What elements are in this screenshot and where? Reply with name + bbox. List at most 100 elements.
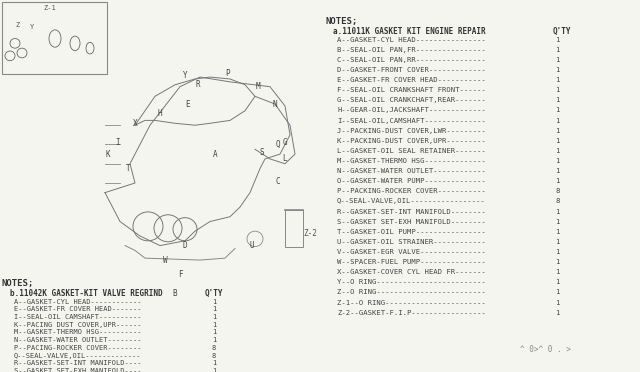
Text: R: R xyxy=(196,80,200,89)
Text: NOTES;: NOTES; xyxy=(2,279,35,288)
Text: 1: 1 xyxy=(555,118,559,124)
Text: A--GASKET-CYL HEAD----------------: A--GASKET-CYL HEAD---------------- xyxy=(337,36,486,43)
Text: Q--SEAL-VALVE,OIL-----------------: Q--SEAL-VALVE,OIL----------------- xyxy=(337,198,486,204)
Text: Z-2--GASKET-F.I.P-----------------: Z-2--GASKET-F.I.P----------------- xyxy=(337,310,486,316)
Text: E: E xyxy=(186,100,190,109)
Text: NOTES;: NOTES; xyxy=(325,17,357,26)
Text: O--GASKET-WATER PUMP--------------: O--GASKET-WATER PUMP-------------- xyxy=(337,178,486,184)
Text: 1: 1 xyxy=(555,77,559,83)
Text: M--GASKET-THERMO HSG--------------: M--GASKET-THERMO HSG-------------- xyxy=(337,158,486,164)
Text: V--GASKET-EGR VALVE---------------: V--GASKET-EGR VALVE--------------- xyxy=(337,249,486,255)
Text: I--SEAL-OIL,CAMSHAFT--------------: I--SEAL-OIL,CAMSHAFT-------------- xyxy=(337,118,486,124)
Text: Z--O RING-------------------------: Z--O RING------------------------- xyxy=(337,289,486,295)
Text: Z-2: Z-2 xyxy=(303,229,317,238)
Text: Q'TY: Q'TY xyxy=(553,27,572,36)
Text: D: D xyxy=(182,241,188,250)
Text: 1: 1 xyxy=(212,360,216,366)
Text: F: F xyxy=(178,270,182,279)
Text: C: C xyxy=(276,177,280,186)
Text: Z-1--O RING-----------------------: Z-1--O RING----------------------- xyxy=(337,299,486,305)
Bar xyxy=(2,2,107,74)
Text: 1: 1 xyxy=(555,67,559,73)
Text: B: B xyxy=(173,289,177,298)
Text: N--GASKET-WATER OUTLET--------: N--GASKET-WATER OUTLET-------- xyxy=(14,337,141,343)
Text: 1: 1 xyxy=(555,57,559,63)
Text: 1: 1 xyxy=(555,249,559,255)
Text: R--GASKET-SET-INT MANIFOLD--------: R--GASKET-SET-INT MANIFOLD-------- xyxy=(337,209,486,215)
Text: L--GASKET-OIL SEAL RETAINER-------: L--GASKET-OIL SEAL RETAINER------- xyxy=(337,148,486,154)
Text: Y: Y xyxy=(30,24,35,30)
Text: R--GASKET-SET-INT MANIFOLD----: R--GASKET-SET-INT MANIFOLD---- xyxy=(14,360,141,366)
Text: 1: 1 xyxy=(555,229,559,235)
Text: Z-1: Z-1 xyxy=(44,4,56,11)
Text: 1: 1 xyxy=(212,322,216,328)
Text: X--GASKET-COVER CYL HEAD FR-------: X--GASKET-COVER CYL HEAD FR------- xyxy=(337,269,486,275)
Text: a.11011K GASKET KIT ENGINE REPAIR: a.11011K GASKET KIT ENGINE REPAIR xyxy=(333,27,486,36)
Text: W--SPACER-FUEL PUMP---------------: W--SPACER-FUEL PUMP--------------- xyxy=(337,259,486,265)
Text: I--SEAL-OIL CAMSHAFT----------: I--SEAL-OIL CAMSHAFT---------- xyxy=(14,314,141,320)
Text: Q'TY: Q'TY xyxy=(205,289,223,298)
Text: 1: 1 xyxy=(555,259,559,265)
Text: Y: Y xyxy=(182,71,188,80)
Text: Q--SEAL-VALVE,OIL-------------: Q--SEAL-VALVE,OIL------------- xyxy=(14,353,141,359)
Text: 1: 1 xyxy=(555,219,559,225)
Text: K--PACING DUST COVER,UPR------: K--PACING DUST COVER,UPR------ xyxy=(14,322,141,328)
Text: 1: 1 xyxy=(555,209,559,215)
Text: U: U xyxy=(250,241,254,250)
Text: 1: 1 xyxy=(555,108,559,113)
Text: N: N xyxy=(273,100,277,109)
Text: 1: 1 xyxy=(555,36,559,43)
Text: U--GASKET-OIL STRAINER------------: U--GASKET-OIL STRAINER------------ xyxy=(337,239,486,245)
Text: K: K xyxy=(106,150,110,158)
Text: G: G xyxy=(283,138,287,147)
Text: b.11042K GASKET-KIT VALVE REGRIND: b.11042K GASKET-KIT VALVE REGRIND xyxy=(10,289,163,298)
Text: E--GASKET-FR COVER HEAD-------: E--GASKET-FR COVER HEAD------- xyxy=(14,306,141,312)
Text: W: W xyxy=(163,256,167,264)
Text: ^ 0>^ 0 . >: ^ 0>^ 0 . > xyxy=(520,345,571,354)
Text: P--PACING-ROCKER COVER--------: P--PACING-ROCKER COVER-------- xyxy=(14,345,141,351)
Text: C--SEAL-OIL PAN,RR----------------: C--SEAL-OIL PAN,RR---------------- xyxy=(337,57,486,63)
Text: H--GEAR-OIL,JACKSHAFT-------------: H--GEAR-OIL,JACKSHAFT------------- xyxy=(337,108,486,113)
Text: 1: 1 xyxy=(555,148,559,154)
Text: H: H xyxy=(157,109,163,118)
Text: G--SEAL-OIL CRANKCHAFT,REAR-------: G--SEAL-OIL CRANKCHAFT,REAR------- xyxy=(337,97,486,103)
Text: S--GASKET SET-EXH MANIFOLD--------: S--GASKET SET-EXH MANIFOLD-------- xyxy=(337,219,486,225)
Text: 8: 8 xyxy=(555,188,559,194)
Text: 1: 1 xyxy=(212,337,216,343)
Text: S: S xyxy=(260,148,264,157)
Text: I: I xyxy=(116,138,120,147)
Text: N--GASKET-WATER OUTLET------------: N--GASKET-WATER OUTLET------------ xyxy=(337,168,486,174)
Text: M: M xyxy=(256,82,260,91)
Text: E--GASKET-FR COVER HEAD-----------: E--GASKET-FR COVER HEAD----------- xyxy=(337,77,486,83)
Text: P--PACKING-ROCKER COVER-----------: P--PACKING-ROCKER COVER----------- xyxy=(337,188,486,194)
Text: 1: 1 xyxy=(555,310,559,316)
Bar xyxy=(285,210,303,247)
Text: 1: 1 xyxy=(555,279,559,285)
Text: A--GASKET-CYL HEAD------------: A--GASKET-CYL HEAD------------ xyxy=(14,299,141,305)
Text: P: P xyxy=(226,69,230,78)
Text: T: T xyxy=(125,164,131,173)
Text: F--SEAL-OIL CRANKSHAFT FRONT------: F--SEAL-OIL CRANKSHAFT FRONT------ xyxy=(337,87,486,93)
Text: 1: 1 xyxy=(212,306,216,312)
Text: S--GASKET SET-EXH MANIFOLD----: S--GASKET SET-EXH MANIFOLD---- xyxy=(14,368,141,372)
Text: Y--O RING-------------------------: Y--O RING------------------------- xyxy=(337,279,486,285)
Text: A: A xyxy=(212,150,218,158)
Text: 1: 1 xyxy=(555,97,559,103)
Text: 1: 1 xyxy=(555,47,559,53)
Text: K--PACKING-DUST COVER,UPR---------: K--PACKING-DUST COVER,UPR--------- xyxy=(337,138,486,144)
Text: Q: Q xyxy=(276,140,280,149)
Text: 8: 8 xyxy=(212,345,216,351)
Text: 1: 1 xyxy=(212,299,216,305)
Text: 1: 1 xyxy=(212,314,216,320)
Text: L: L xyxy=(283,154,287,163)
Text: 1: 1 xyxy=(555,269,559,275)
Text: 1: 1 xyxy=(555,299,559,305)
Text: 8: 8 xyxy=(555,198,559,204)
Text: B--SEAL-OIL PAN,FR----------------: B--SEAL-OIL PAN,FR---------------- xyxy=(337,47,486,53)
Text: D--GASKET-FRONT COVER-------------: D--GASKET-FRONT COVER------------- xyxy=(337,67,486,73)
Text: 1: 1 xyxy=(212,368,216,372)
Text: 1: 1 xyxy=(555,128,559,134)
Text: M--GASKET-THERMO HSG----------: M--GASKET-THERMO HSG---------- xyxy=(14,329,141,336)
Text: J--PACKING-DUST COVER,LWR---------: J--PACKING-DUST COVER,LWR--------- xyxy=(337,128,486,134)
Text: Z: Z xyxy=(15,22,19,28)
